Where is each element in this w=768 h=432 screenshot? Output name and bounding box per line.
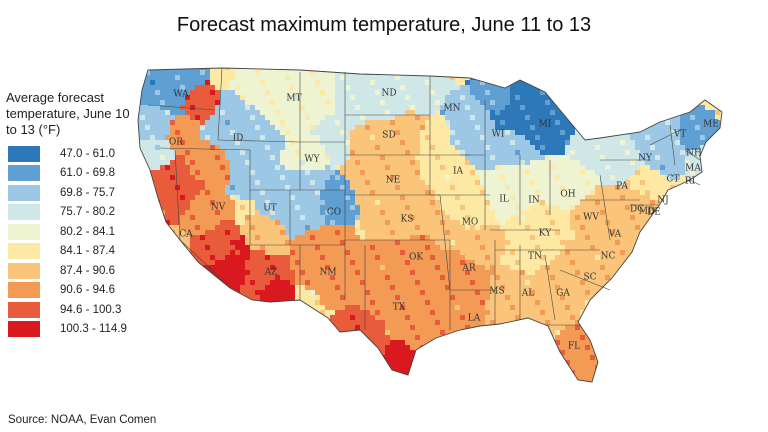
- state-label-me: ME: [703, 120, 719, 130]
- legend-swatch: [8, 184, 40, 201]
- state-label-dc: DC: [630, 205, 644, 215]
- state-label-az: AZ: [264, 268, 278, 278]
- legend-range: 69.8 - 75.7: [60, 186, 115, 199]
- legend-item: 69.8 - 75.7: [6, 183, 138, 203]
- legend-item: 80.2 - 84.1: [6, 222, 138, 242]
- state-label-mn: MN: [443, 104, 460, 114]
- map-title: Forecast maximum temperature, June 11 to…: [176, 14, 592, 36]
- state-label-wi: WI: [492, 130, 505, 140]
- state-label-sd: SD: [382, 131, 395, 141]
- state-label-nm: NM: [319, 268, 336, 278]
- state-label-mo: MO: [462, 218, 479, 228]
- legend-item: 94.6 - 100.3: [6, 300, 138, 320]
- legend-swatch: [8, 301, 40, 318]
- state-label-al: AL: [521, 289, 534, 299]
- state-label-ok: OK: [409, 253, 423, 263]
- legend-range: 47.0 - 61.0: [60, 147, 115, 160]
- state-label-ca: CA: [179, 230, 193, 240]
- legend-swatch: [8, 282, 40, 299]
- legend-range: 90.6 - 94.6: [60, 284, 115, 297]
- state-label-sc: SC: [583, 273, 596, 283]
- legend-item: 75.7 - 80.2: [6, 203, 138, 223]
- legend-item: 61.0 - 69.8: [6, 164, 138, 184]
- legend-range: 80.2 - 84.1: [60, 225, 115, 238]
- state-label-mi: MI: [539, 120, 552, 130]
- legend-range: 100.3 - 114.9: [60, 323, 127, 336]
- state-label-wa: WA: [173, 90, 189, 100]
- state-label-tn: TN: [528, 252, 542, 262]
- state-label-ga: GA: [556, 289, 570, 299]
- legend-item: 47.0 - 61.0: [6, 144, 138, 164]
- legend-swatch: [8, 321, 40, 338]
- state-label-ms: MS: [489, 287, 504, 297]
- legend-swatch: [8, 262, 40, 279]
- state-label-nj: NJ: [657, 196, 669, 206]
- source-note: Source: NOAA, Evan Comen: [8, 414, 157, 426]
- state-label-ri: RI: [685, 177, 696, 187]
- legend-range: 84.1 - 87.4: [60, 245, 115, 258]
- state-label-wv: WV: [583, 213, 599, 223]
- legend-range: 61.0 - 69.8: [60, 167, 115, 180]
- state-label-ar: AR: [461, 264, 475, 274]
- state-label-mt: MT: [286, 94, 301, 104]
- legend-item: 84.1 - 87.4: [6, 242, 138, 262]
- state-label-nc: NC: [601, 252, 616, 262]
- state-label-md: MD: [639, 207, 655, 217]
- legend-item: 100.3 - 114.9: [6, 320, 138, 340]
- legend-range: 87.4 - 90.6: [60, 264, 115, 277]
- state-label-de: DE: [647, 208, 661, 218]
- legend-swatch: [8, 223, 40, 240]
- state-label-ct: CT: [667, 175, 680, 185]
- state-label-ks: KS: [401, 215, 414, 225]
- state-label-il: IL: [499, 195, 509, 205]
- legend-swatch: [8, 165, 40, 182]
- state-label-vt: VT: [673, 130, 687, 140]
- legend-swatch: [8, 204, 40, 221]
- state-label-ny: NY: [638, 154, 653, 164]
- state-label-id: ID: [233, 134, 244, 144]
- state-label-wy: WY: [304, 155, 320, 165]
- state-label-tx: TX: [393, 303, 406, 313]
- state-label-oh: OH: [560, 190, 575, 200]
- state-label-in: IN: [528, 196, 540, 206]
- state-label-or: OR: [169, 138, 183, 148]
- legend-range: 75.7 - 80.2: [60, 206, 115, 219]
- state-label-ut: UT: [263, 204, 277, 214]
- legend-title: Average forecast temperature, June 10 to…: [6, 90, 130, 137]
- state-label-nv: NV: [211, 203, 226, 213]
- state-label-ia: IA: [453, 167, 464, 177]
- state-label-ky: KY: [539, 229, 552, 239]
- legend-range: 94.6 - 100.3: [60, 303, 122, 316]
- state-label-ma: MA: [685, 164, 701, 174]
- state-label-la: LA: [468, 314, 481, 324]
- state-label-nh: NH: [686, 149, 702, 159]
- state-label-fl: FL: [568, 342, 580, 352]
- legend-item: 90.6 - 94.6: [6, 281, 138, 301]
- state-label-ne: NE: [386, 176, 400, 186]
- legend-item: 87.4 - 90.6: [6, 261, 138, 281]
- state-label-nd: ND: [381, 89, 396, 99]
- legend-swatch: [8, 145, 40, 162]
- state-label-pa: PA: [616, 182, 628, 192]
- state-label-co: CO: [327, 208, 341, 218]
- state-label-va: VA: [608, 230, 622, 240]
- legend: Average forecast temperature, June 10 to…: [6, 90, 138, 339]
- legend-swatch: [8, 243, 40, 260]
